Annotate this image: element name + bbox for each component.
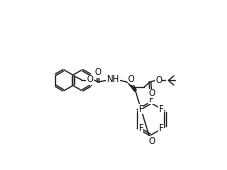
Text: F: F	[158, 105, 163, 114]
Text: O: O	[94, 68, 101, 77]
Text: F: F	[148, 95, 153, 104]
Text: F: F	[137, 105, 142, 114]
Text: O: O	[148, 137, 155, 146]
Text: O: O	[86, 75, 93, 84]
Text: F: F	[137, 124, 142, 133]
Text: O: O	[127, 75, 133, 84]
Text: F: F	[158, 124, 163, 133]
Text: O: O	[148, 89, 154, 98]
Text: NH: NH	[106, 75, 119, 84]
Text: O: O	[154, 76, 161, 85]
Polygon shape	[126, 82, 136, 91]
